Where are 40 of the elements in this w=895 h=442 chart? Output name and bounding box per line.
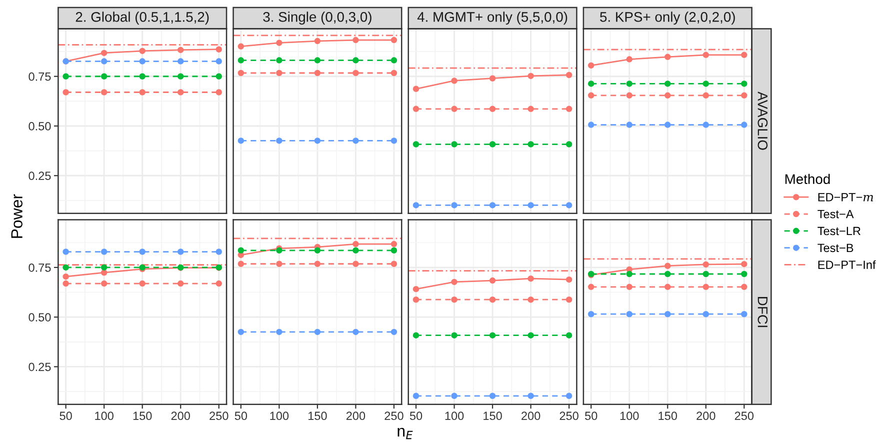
x-tick-label: 100 <box>270 412 289 420</box>
legend-label: Test−A <box>818 210 854 218</box>
x-tick-label: 150 <box>484 412 502 420</box>
x-tick-label: 250 <box>560 412 578 420</box>
text: AVAGLIO <box>758 92 768 150</box>
chart-title: 4. MGMT+ only (5,5,0,0) <box>417 12 568 25</box>
y-tick-label: 0.50 <box>28 122 51 130</box>
y-tick-label: 0.75 <box>28 72 51 81</box>
x-tick-label: 200 <box>171 412 190 420</box>
x-tick-label: 200 <box>346 412 366 420</box>
legend-label: ED−PT−𝑚 <box>818 193 874 202</box>
x-tick-label: 50 <box>234 412 248 420</box>
y-tick-label: 0.25 <box>28 362 51 372</box>
legend-title: Method <box>785 174 830 184</box>
x-axis-title: n$_{E}$ <box>398 428 413 440</box>
y-tick-label: 0.50 <box>28 313 51 322</box>
x-tick-label: 50 <box>60 412 72 420</box>
chart-title: 2. Global (0.5,1,1.5,2) <box>76 12 209 25</box>
x-tick-label: 100 <box>620 412 639 420</box>
chart-title: 3. Single (0,0,3,0) <box>263 12 372 25</box>
text: DFCI <box>758 297 768 328</box>
x-tick-label: 150 <box>133 412 152 420</box>
legend-label: Test−B <box>818 244 854 252</box>
y-tick-label: 0.75 <box>28 263 51 272</box>
chart-title: 5. KPS+ only (2,0,2,0) <box>600 12 735 25</box>
x-tick-label: 250 <box>210 412 228 420</box>
x-tick-label: 50 <box>410 412 422 420</box>
x-tick-label: 200 <box>522 412 540 420</box>
legend-label: ED−PT−Inf <box>818 260 876 269</box>
y-tick-label: 0.25 <box>28 172 51 180</box>
x-tick-label: 250 <box>384 412 404 420</box>
x-tick-label: 100 <box>445 412 464 420</box>
x-tick-label: 250 <box>734 412 754 420</box>
y-axis-title: Power <box>11 194 22 238</box>
x-tick-label: 150 <box>658 412 678 420</box>
x-tick-label: 150 <box>308 412 327 420</box>
x-tick-label: 50 <box>585 412 598 420</box>
x-tick-label: 200 <box>696 412 716 420</box>
legend-label: Test−LR <box>818 226 860 236</box>
x-tick-label: 100 <box>95 412 114 420</box>
